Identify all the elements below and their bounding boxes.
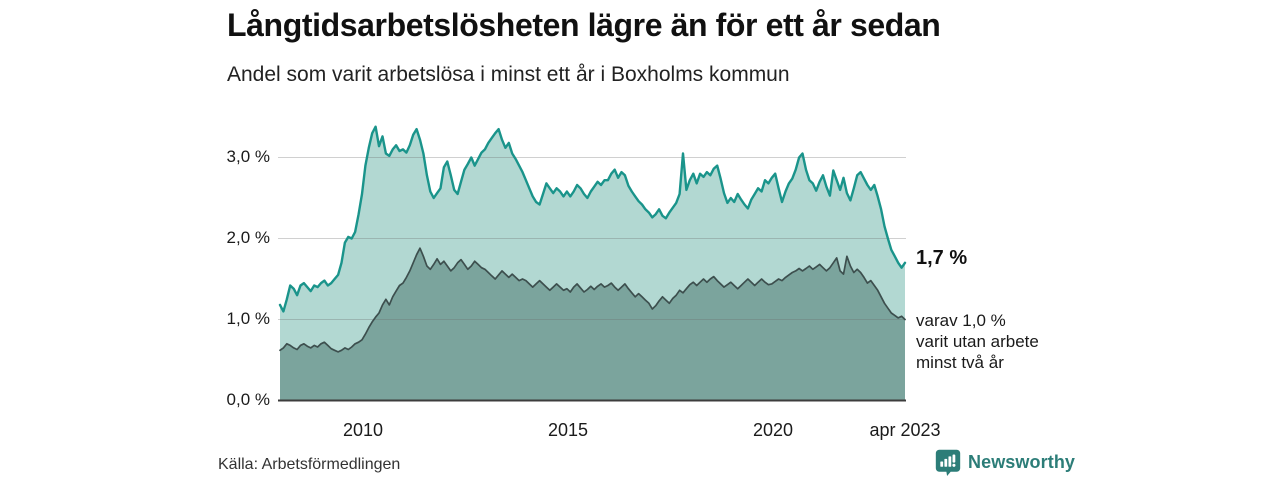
latest-value-label: 1,7 % [916,247,968,269]
x-tick-2015: 2015 [547,420,589,440]
x-tick-apr-2023: apr 2023 [869,420,941,440]
two-year-note: varav 1,0 % varit utan arbete minst två … [916,311,1039,372]
source-credit: Källa: Arbetsförmedlingen [218,456,401,473]
y-tick-0: 0,0 % [226,390,270,409]
newsworthy-wordmark: Newsworthy [968,452,1076,472]
newsworthy-logo-icon [934,448,962,477]
newsworthy-brand: Newsworthy [934,448,1075,477]
y-tick-2: 2,0 % [226,228,270,247]
x-tick-2020: 2020 [752,420,794,440]
arbetslosa-minst-tva-ar-line [279,247,906,353]
page-title: Långtidsarbetslösheten lägre än för ett … [227,7,941,43]
y-tick-1: 1,0 % [226,309,270,328]
x-tick-2010: 2010 [342,420,384,440]
page-subtitle: Andel som varit arbetslösa i minst ett å… [227,63,790,86]
arbetslosa-minst-ett-ar-line [278,125,907,313]
y-tick-3: 3,0 % [226,147,270,166]
arbetslosa-minst-tva-ar-area [280,248,905,401]
